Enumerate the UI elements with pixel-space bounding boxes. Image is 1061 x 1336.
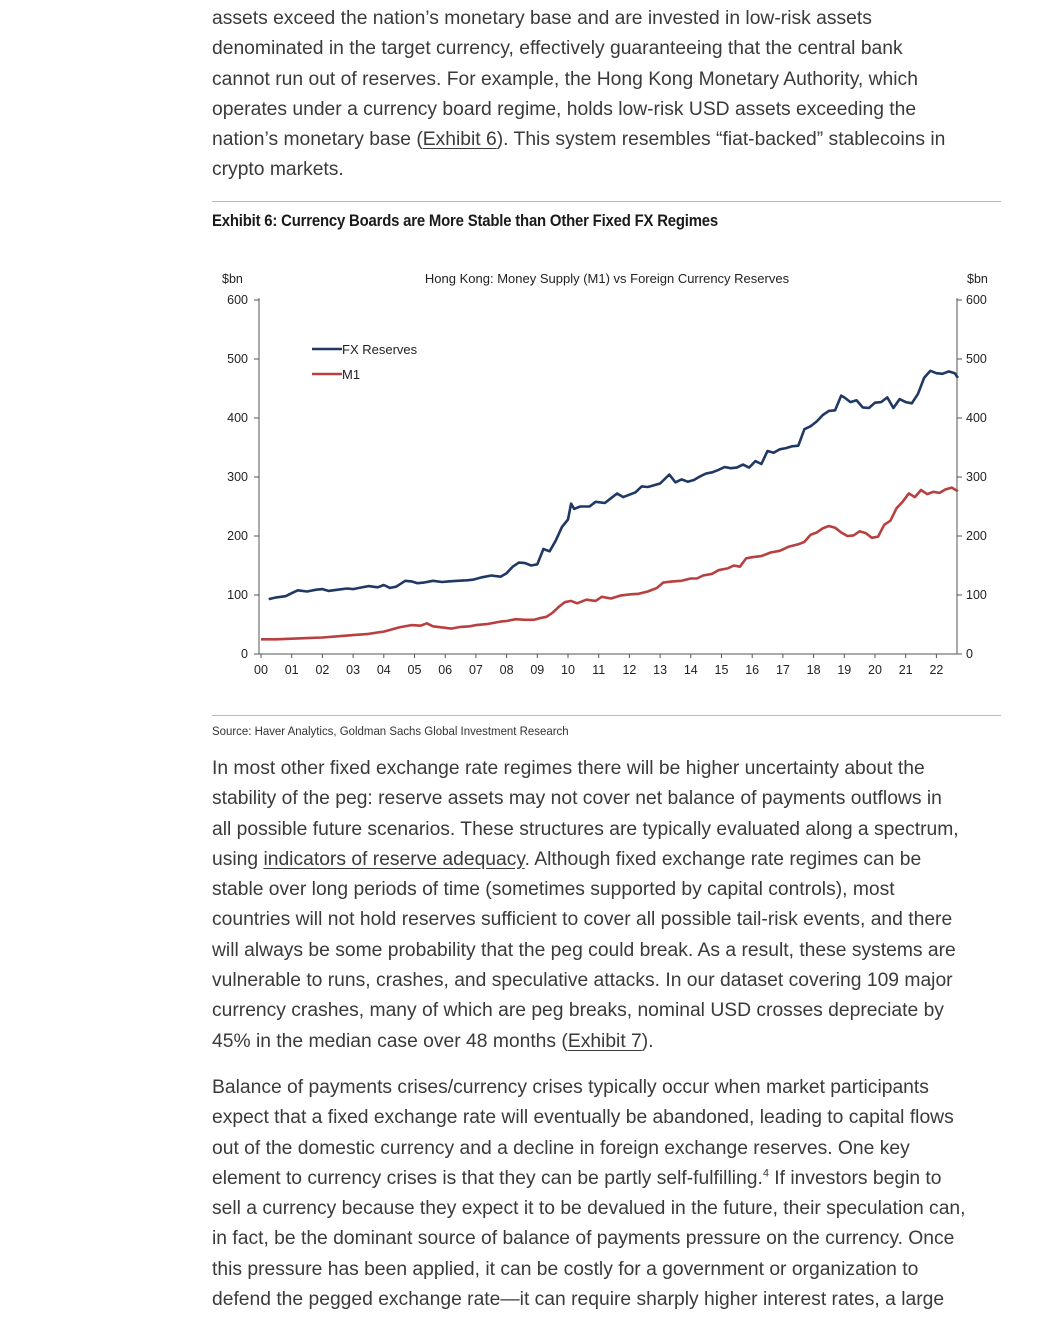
text-line: vulnerable to runs, crashes, and specula… (212, 970, 953, 992)
x-tick-label: 06 (438, 663, 452, 677)
text-line: Balance of payments crises/currency cris… (212, 1077, 929, 1098)
exhibit-bottom-divider (212, 715, 1001, 716)
text-line: denominated in the target currency, effe… (212, 38, 903, 60)
y-tick-label-right: 100 (966, 588, 987, 602)
x-tick-label: 20 (868, 663, 882, 677)
y-tick-label-right: 500 (966, 352, 987, 366)
text-line: out of the domestic currency and a decli… (212, 1137, 910, 1159)
legend-label-m1: M1 (342, 367, 360, 382)
exhibit-source: Source: Haver Analytics, Goldman Sachs G… (212, 724, 569, 738)
y-tick-label-left: 100 (227, 588, 248, 602)
footnote-marker[interactable]: 4 (762, 1167, 769, 1180)
x-tick-label: 00 (254, 663, 268, 677)
text-line: 45% in the median case over 48 months (E… (212, 1027, 1012, 1057)
intro-paragraph: assets exceed the nation’s monetary base… (212, 4, 1012, 186)
exhibit-chart: Hong Kong: Money Supply (M1) vs Foreign … (222, 271, 988, 677)
fx-reserves-line (268, 369, 959, 601)
y-tick-label-left: 600 (227, 293, 248, 307)
x-tick-label: 01 (285, 663, 299, 677)
text-segment: 45% in the median case over 48 months ( (212, 1030, 568, 1052)
currency-crises-paragraph: Balance of payments crises/currency cris… (212, 1073, 1012, 1315)
text-line: assets exceed the nation’s monetary base… (212, 8, 872, 29)
x-tick-label: 02 (315, 663, 329, 677)
y-tick-label-left: 0 (241, 647, 248, 661)
text-segment: nation’s monetary base ( (212, 129, 423, 151)
text-line: In most other fixed exchange rate regime… (212, 758, 925, 779)
x-tick-label: 10 (561, 663, 575, 677)
text-line: nation’s monetary base (Exhibit 6). This… (212, 125, 1012, 155)
text-line: will always be some probability that the… (212, 939, 956, 961)
x-tick-label: 19 (837, 663, 851, 677)
y-tick-label-right: 300 (966, 470, 987, 484)
text-line: cannot run out of reserves. For example,… (212, 68, 918, 90)
text-line: this pressure has been applied, it can b… (212, 1258, 919, 1280)
text-line: expect that a fixed exchange rate will e… (212, 1107, 954, 1129)
m1-line (261, 486, 959, 641)
x-tick-label: 04 (377, 663, 391, 677)
text-line: operates under a currency board regime, … (212, 98, 917, 120)
x-tick-label: 21 (899, 663, 913, 677)
exhibit-top-divider (212, 201, 1001, 202)
legend-label-fx-reserves: FX Reserves (342, 342, 418, 357)
exhibit-6-link[interactable]: Exhibit 6 (422, 129, 497, 151)
y-axis-left-unit: $bn (222, 272, 243, 286)
text-line: in fact, be the dominant source of balan… (212, 1228, 955, 1250)
text-line: stable over long periods of time (someti… (212, 879, 895, 901)
x-tick-label: 17 (776, 663, 790, 677)
y-tick-label-left: 300 (227, 470, 248, 484)
exhibit-title: Exhibit 6: Currency Boards are More Stab… (212, 212, 719, 230)
x-tick-label: 14 (684, 663, 698, 677)
text-segment: element to currency crises is that they … (212, 1167, 763, 1189)
text-line: all possible future scenarios. These str… (212, 818, 959, 840)
x-tick-label: 11 (592, 663, 605, 677)
x-tick-label: 03 (346, 663, 360, 677)
x-tick-label: 16 (745, 663, 759, 677)
text-line: countries will not hold reserves suffici… (212, 909, 953, 931)
x-tick-label: 12 (622, 663, 636, 677)
y-tick-label-right: 0 (966, 647, 973, 661)
x-tick-label: 18 (807, 663, 821, 677)
y-tick-label-left: 400 (227, 411, 248, 425)
text-line: sell a currency because they expect it t… (212, 1198, 966, 1220)
chart-title: Hong Kong: Money Supply (M1) vs Foreign … (425, 271, 790, 286)
text-segment: . Although fixed exchange rate regimes c… (524, 848, 922, 870)
y-tick-label-right: 600 (966, 293, 987, 307)
y-tick-label-right: 200 (966, 529, 987, 543)
text-line: crypto markets. (212, 159, 344, 181)
text-segment: If investors begin to (768, 1167, 942, 1189)
x-tick-label: 22 (929, 663, 943, 677)
text-line: stability of the peg: reserve assets may… (212, 788, 942, 810)
text-line: defend the pegged exchange rate—it can r… (212, 1289, 945, 1311)
y-tick-label-left: 500 (227, 352, 248, 366)
y-tick-label-left: 200 (227, 529, 248, 543)
x-tick-label: 13 (653, 663, 667, 677)
y-axis-right-unit: $bn (967, 272, 988, 286)
x-tick-label: 09 (530, 663, 544, 677)
text-line: element to currency crises is that they … (212, 1164, 1012, 1194)
x-tick-label: 07 (469, 663, 483, 677)
y-tick-label-right: 400 (966, 411, 987, 425)
x-tick-label: 05 (408, 663, 422, 677)
text-line: currency crashes, many of which are peg … (212, 1000, 944, 1022)
text-line: using indicators of reserve adequacy. Al… (212, 845, 1012, 875)
reserve-adequacy-link[interactable]: indicators of reserve adequacy (263, 848, 525, 870)
text-segment: using (212, 848, 264, 870)
text-segment: ). This system resembles “fiat-backed” s… (496, 129, 946, 151)
reserve-adequacy-paragraph: In most other fixed exchange rate regime… (212, 754, 1012, 1057)
text-segment: ). (641, 1030, 654, 1052)
x-tick-label: 08 (500, 663, 514, 677)
x-tick-label: 15 (715, 663, 729, 677)
exhibit-7-link[interactable]: Exhibit 7 (567, 1030, 642, 1052)
